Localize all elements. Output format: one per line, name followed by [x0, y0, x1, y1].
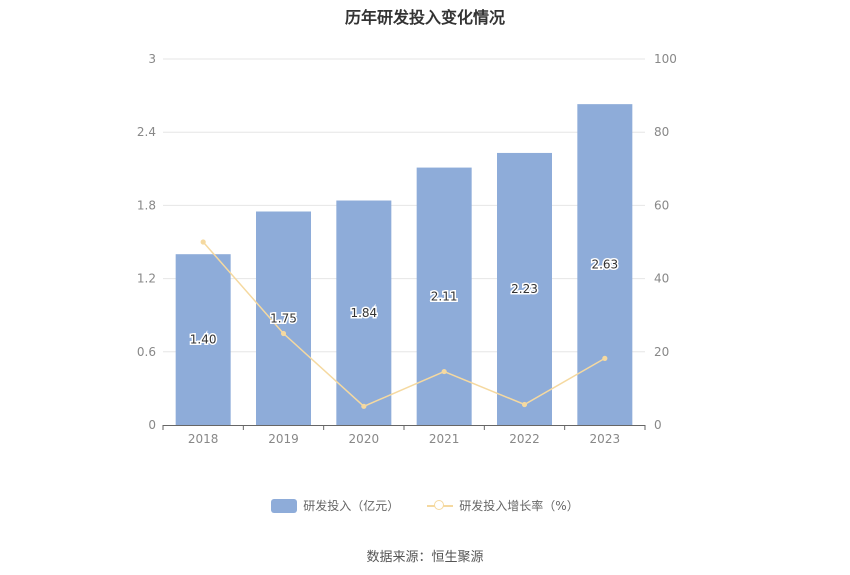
bar-value-label: 2.23	[511, 282, 538, 296]
growth-rate-line	[202, 241, 606, 408]
y-right-tick-label: 20	[654, 345, 669, 359]
bar-2018	[175, 254, 231, 425]
legend-label-rd-investment: 研发投入（亿元）	[303, 499, 400, 513]
bar-series	[175, 104, 633, 425]
x-axis: 2018 2019 2020 2021 2022 2023	[162, 425, 646, 446]
bar-value-labels: 1.40 1.75 1.84 2.11 2.23 2.63	[188, 256, 619, 348]
x-tick-label: 2020	[349, 432, 380, 446]
bar-value-label: 1.40	[190, 333, 217, 347]
y-right-tick-label: 0	[654, 418, 662, 432]
y-left-tick-label: 2.4	[137, 125, 156, 139]
grid-lines	[163, 58, 645, 353]
bar-value-label: 1.75	[270, 311, 297, 325]
bar-2021	[416, 167, 472, 425]
legend-item-rd-investment[interactable]: 研发投入（亿元）	[271, 497, 399, 514]
legend-bar-swatch	[271, 498, 298, 513]
growth-rate-point	[602, 355, 608, 361]
x-tick-label: 2022	[509, 432, 540, 446]
y-left-tick-label: 0.6	[137, 345, 156, 359]
growth-rate-point	[361, 403, 367, 409]
y-left-tick-label: 1.8	[137, 198, 156, 212]
bar-value-label: 2.63	[591, 258, 618, 272]
legend-label-growth-rate: 研发投入增长率（%）	[459, 499, 579, 513]
bar-2020	[336, 200, 392, 425]
bar-value-label: 1.84	[350, 306, 377, 320]
line-series	[200, 239, 608, 409]
x-tick-label: 2019	[268, 432, 299, 446]
bar-2023	[577, 104, 633, 425]
y-left-tick-label: 3	[148, 52, 156, 66]
y-right-tick-label: 40	[654, 272, 669, 286]
growth-rate-point	[280, 330, 287, 337]
y-left-tick-label: 0	[148, 418, 156, 432]
y-axis-left: 0 0.6 1.2 1.8 2.4 3	[137, 52, 156, 432]
chart-title: 历年研发投入变化情况	[344, 8, 505, 27]
bar-2022	[497, 152, 552, 425]
bar-value-label: 2.11	[431, 289, 458, 303]
y-right-tick-label: 60	[654, 198, 669, 212]
y-right-tick-label: 100	[654, 52, 677, 66]
legend: 研发投入（亿元） 研发投入增长率（%）	[0, 497, 850, 514]
y-right-tick-label: 80	[654, 125, 669, 139]
legend-item-growth-rate[interactable]: 研发投入增长率（%）	[427, 497, 579, 514]
y-axis-right: 0 20 40 60 80 100	[654, 52, 677, 432]
growth-rate-point	[200, 239, 206, 245]
y-left-tick-label: 1.2	[137, 272, 156, 286]
x-tick-label: 2018	[188, 432, 219, 446]
bar-2019	[256, 211, 311, 425]
x-tick-label: 2023	[590, 432, 621, 446]
growth-rate-point	[521, 401, 528, 408]
data-source: 数据来源：恒生聚源	[366, 550, 484, 565]
growth-rate-point	[441, 368, 447, 375]
legend-line-swatch	[427, 499, 454, 513]
x-tick-label: 2021	[429, 432, 460, 446]
